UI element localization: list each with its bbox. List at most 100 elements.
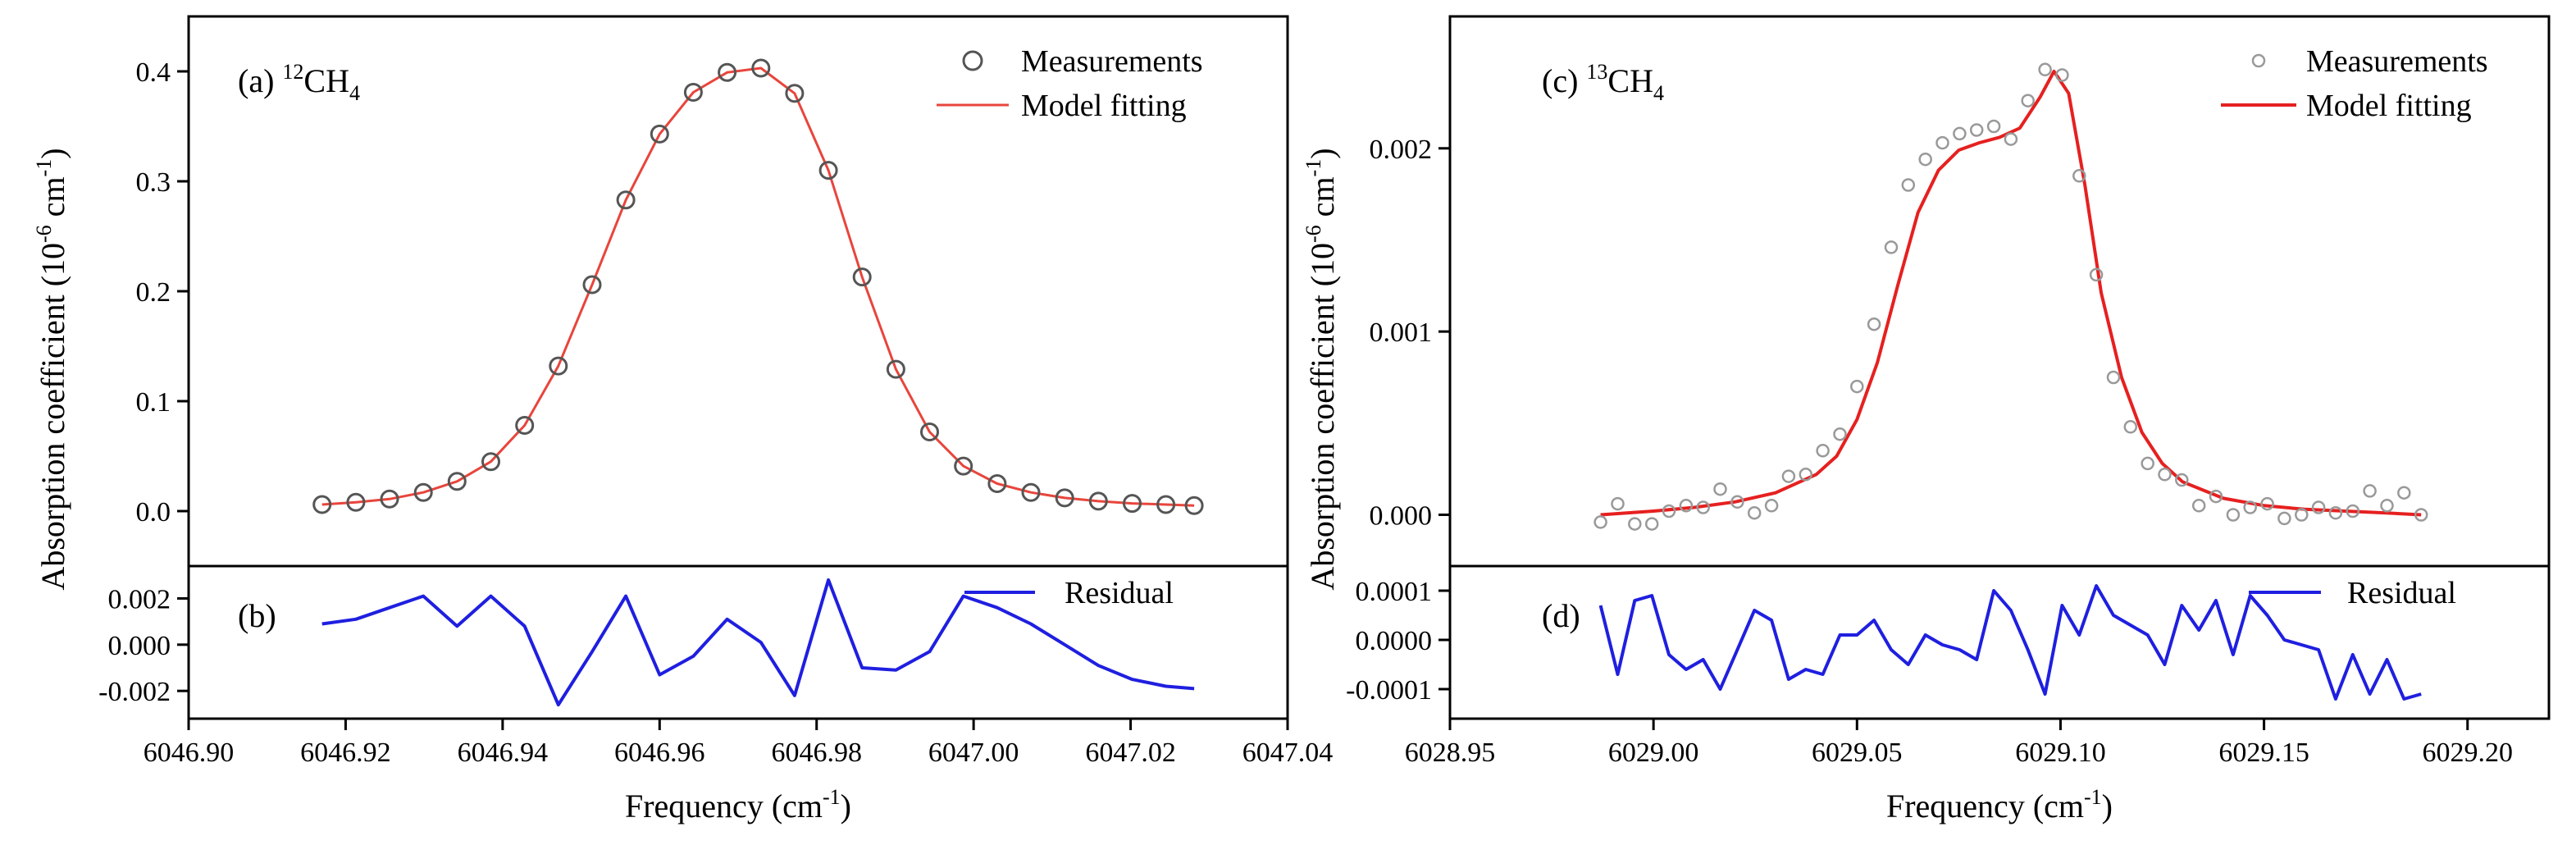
xtick-label: 6047.02	[1085, 738, 1176, 768]
legend-model-fitting-label: Model fitting	[1021, 89, 1187, 123]
panel-c-label: (c) 13CH4	[1542, 60, 1664, 105]
xtick-label: 6046.98	[771, 738, 862, 768]
measurement-point	[1884, 240, 1899, 254]
measurement-point	[1764, 499, 1779, 513]
ytick-label: 0.2	[136, 277, 171, 308]
panel-d-residual-line	[1598, 584, 2422, 701]
measurement-point	[413, 482, 433, 502]
legend-residual-label: Residual	[1065, 576, 1174, 610]
measurement-point	[2038, 62, 2052, 77]
panel-c-yticks: 0.000 0.001 0.002	[1370, 135, 1450, 531]
measurement-point	[650, 124, 669, 144]
measurement-point	[1781, 469, 1796, 483]
panel-b-label: (b)	[238, 597, 276, 634]
xtick-label: 6029.20	[2422, 738, 2513, 768]
measurement-point	[582, 275, 602, 295]
panel-c-legend: Measurements Model fitting	[2221, 44, 2488, 123]
measurement-point	[886, 359, 905, 379]
panel-d-xticks: 6028.95 6029.00 6029.05 6029.10 6029.15 6029.…	[1405, 719, 2513, 768]
measurement-point	[1679, 499, 1694, 513]
ytick-label: 0.0001	[1356, 577, 1433, 607]
measurement-point	[683, 83, 703, 102]
ytick-label: 0.0000	[1356, 626, 1433, 656]
xtick-label: 6028.95	[1405, 738, 1496, 768]
measurement-point	[718, 62, 737, 82]
panel-a-label: (a) 12CH4	[238, 60, 360, 105]
measurement-point	[1123, 494, 1142, 514]
xtick-label: 6029.15	[2218, 738, 2309, 768]
panel-b-xlabel: Frequency (cm-1)	[625, 785, 851, 824]
panel-b-legend: Residual	[964, 576, 1174, 610]
measurement-point	[2380, 499, 2394, 513]
measurement-point	[987, 474, 1007, 493]
measurement-point	[2397, 486, 2411, 500]
xtick-label: 6046.96	[614, 738, 705, 768]
ytick-label: -0.0001	[1346, 675, 1432, 706]
xtick-label: 6046.94	[458, 738, 549, 768]
ytick-label: 0.0	[136, 497, 171, 528]
measurement-point	[1953, 126, 1967, 141]
measurement-point	[549, 356, 568, 376]
legend-residual-label: Residual	[2347, 576, 2456, 610]
legend-measurements-label: Measurements	[2306, 44, 2488, 79]
ytick-label: 0.002	[1370, 135, 1433, 165]
measurement-point	[616, 190, 636, 210]
measurement-point	[1184, 496, 1204, 515]
residual-line	[321, 578, 1195, 707]
measurement-point	[1593, 515, 1607, 529]
measurement-point	[2141, 456, 2154, 471]
panel-b-yticks: 0.002 0.000 -0.002	[98, 584, 189, 707]
measurement-point	[1696, 500, 1710, 514]
xtick-label: 6029.05	[1812, 738, 1903, 768]
measurement-point	[818, 161, 838, 180]
measurement-point	[2123, 420, 2138, 434]
measurement-point	[2175, 473, 2189, 487]
measurement-point	[1628, 517, 1642, 531]
measurement-point	[2243, 500, 2257, 514]
measurement-point	[481, 452, 500, 472]
measurement-point	[2089, 267, 2104, 282]
panel-c: 0.000 0.001 0.002 (c) 13CH4 Measurements M…	[1370, 15, 2551, 568]
panel-d-yticks: 0.0001 0.0000 -0.0001	[1346, 577, 1450, 706]
panel-d: 0.0001 0.0000 -0.0001 6028.95 6029.00 6029.0…	[1346, 564, 2551, 824]
panel-c-fit-line	[1600, 70, 2422, 517]
measurement-point	[2072, 169, 2086, 183]
xtick-label: 6029.10	[2015, 738, 2106, 768]
measurement-point	[1833, 427, 1847, 441]
measurement-point	[1088, 491, 1108, 511]
model-fitting-line	[321, 66, 1195, 507]
panel-a: 0.0 0.1 0.2 0.3 0.4 (a) 12CH4 Measurements M…	[136, 15, 1289, 568]
xtick-label: 6047.04	[1242, 738, 1334, 768]
measurement-point	[2191, 499, 2206, 513]
panel-b-xticks: 6046.90 6046.92 6046.94 6046.96 6046.98 6047.…	[144, 719, 1334, 768]
panel-d-xlabel: Frequency (cm-1)	[1886, 785, 2113, 824]
measurement-point	[2295, 508, 2309, 522]
ytick-label: 0.4	[136, 57, 171, 88]
ytick-label: 0.002	[108, 584, 171, 614]
panel-a-fit-line	[321, 66, 1195, 507]
panel-a-legend: Measurements Model fitting	[937, 44, 1203, 123]
ytick-label: 0.1	[136, 387, 171, 418]
panel-a-yticks: 0.0 0.1 0.2 0.3 0.4	[136, 57, 189, 528]
measurement-point	[1611, 496, 1625, 511]
xtick-label: 6047.00	[928, 738, 1019, 768]
measurement-point	[2226, 508, 2241, 522]
measurement-point	[2209, 489, 2223, 504]
measurement-point	[1021, 482, 1041, 502]
xtick-label: 6046.92	[300, 738, 391, 768]
measurement-point	[1055, 488, 1074, 508]
measurement-point	[2346, 504, 2360, 518]
measurement-point	[1816, 444, 1830, 458]
measurement-point	[1713, 482, 1727, 496]
measurement-point	[1156, 495, 1176, 514]
measurement-point	[1662, 504, 1676, 518]
measurement-point	[312, 495, 332, 514]
measurement-point	[1867, 317, 1881, 331]
measurement-point	[1644, 517, 1659, 531]
panel-d-label: (d)	[1542, 597, 1580, 634]
measurement-point	[785, 84, 805, 103]
measurement-point	[1918, 152, 1932, 167]
xtick-label: 6029.00	[1608, 738, 1699, 768]
